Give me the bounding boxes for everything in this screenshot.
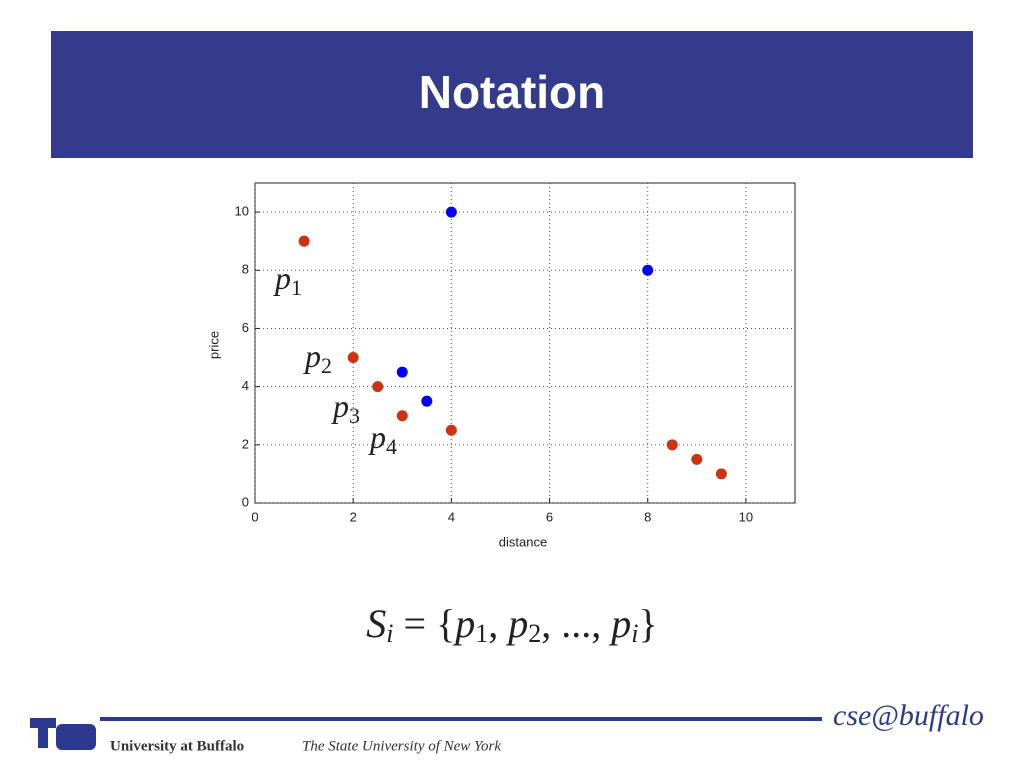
point bbox=[445, 206, 457, 218]
y-tick-label: 2 bbox=[242, 436, 249, 451]
annotation-letter: p bbox=[303, 338, 321, 374]
x-tick-label: 2 bbox=[350, 509, 357, 524]
formula-part: p bbox=[505, 601, 528, 646]
point-annotation: p3 bbox=[331, 388, 360, 428]
y-tick-label: 4 bbox=[242, 378, 249, 393]
ub-logo bbox=[30, 718, 96, 750]
formula-sub: 2 bbox=[528, 619, 541, 648]
point bbox=[396, 410, 408, 422]
formula-sub: i bbox=[386, 619, 393, 648]
formula-part: } bbox=[639, 601, 658, 646]
point bbox=[421, 395, 433, 407]
formula: Si = {p1, p2, ..., pi} bbox=[366, 601, 657, 648]
formula-part: S bbox=[366, 601, 386, 646]
annotation-sub: 1 bbox=[291, 275, 302, 300]
point bbox=[445, 424, 457, 436]
plot-frame bbox=[254, 182, 796, 504]
formula-part: p bbox=[452, 601, 475, 646]
x-tick-label: 6 bbox=[546, 509, 553, 524]
annotation-letter: p bbox=[331, 388, 349, 424]
brand: cse@buffalo bbox=[833, 699, 984, 732]
slide-title: Notation bbox=[419, 66, 606, 118]
formula-part: = { bbox=[394, 601, 456, 646]
point bbox=[715, 468, 727, 480]
annotation-sub: 3 bbox=[349, 403, 360, 428]
y-axis-label: price bbox=[206, 331, 221, 359]
formula-part: , ..., bbox=[541, 601, 611, 646]
point bbox=[396, 366, 408, 378]
y-tick-label: 0 bbox=[242, 494, 249, 509]
y-tick-label: 6 bbox=[242, 320, 249, 335]
x-axis-label: distance bbox=[499, 534, 547, 549]
x-tick-label: 4 bbox=[448, 509, 455, 524]
university-name: University at Buffalo bbox=[110, 738, 244, 754]
title-bar bbox=[51, 31, 973, 158]
annotation-letter: p bbox=[368, 419, 386, 455]
y-tick-label: 8 bbox=[242, 262, 249, 277]
point bbox=[642, 264, 654, 276]
point bbox=[347, 352, 359, 364]
annotation-sub: 4 bbox=[386, 434, 397, 459]
annotation-sub: 2 bbox=[321, 353, 332, 378]
point bbox=[666, 439, 678, 451]
x-tick-label: 0 bbox=[251, 509, 258, 524]
formula-part: , bbox=[488, 601, 508, 646]
point bbox=[691, 453, 703, 465]
x-tick-label: 8 bbox=[644, 509, 651, 524]
formula-sub: 1 bbox=[475, 619, 488, 648]
formula-sub: i bbox=[631, 619, 638, 648]
x-tick-label: 10 bbox=[739, 509, 753, 524]
formula-part: p bbox=[608, 601, 631, 646]
annotation-letter: p bbox=[273, 260, 291, 296]
point-annotation: p4 bbox=[368, 419, 397, 459]
point bbox=[298, 235, 310, 247]
university-subtitle: The State University of New York bbox=[302, 738, 501, 754]
point bbox=[372, 381, 384, 393]
point-annotation: p2 bbox=[303, 338, 332, 378]
y-tick-label: 10 bbox=[235, 204, 249, 219]
point-annotation: p1 bbox=[273, 260, 302, 300]
